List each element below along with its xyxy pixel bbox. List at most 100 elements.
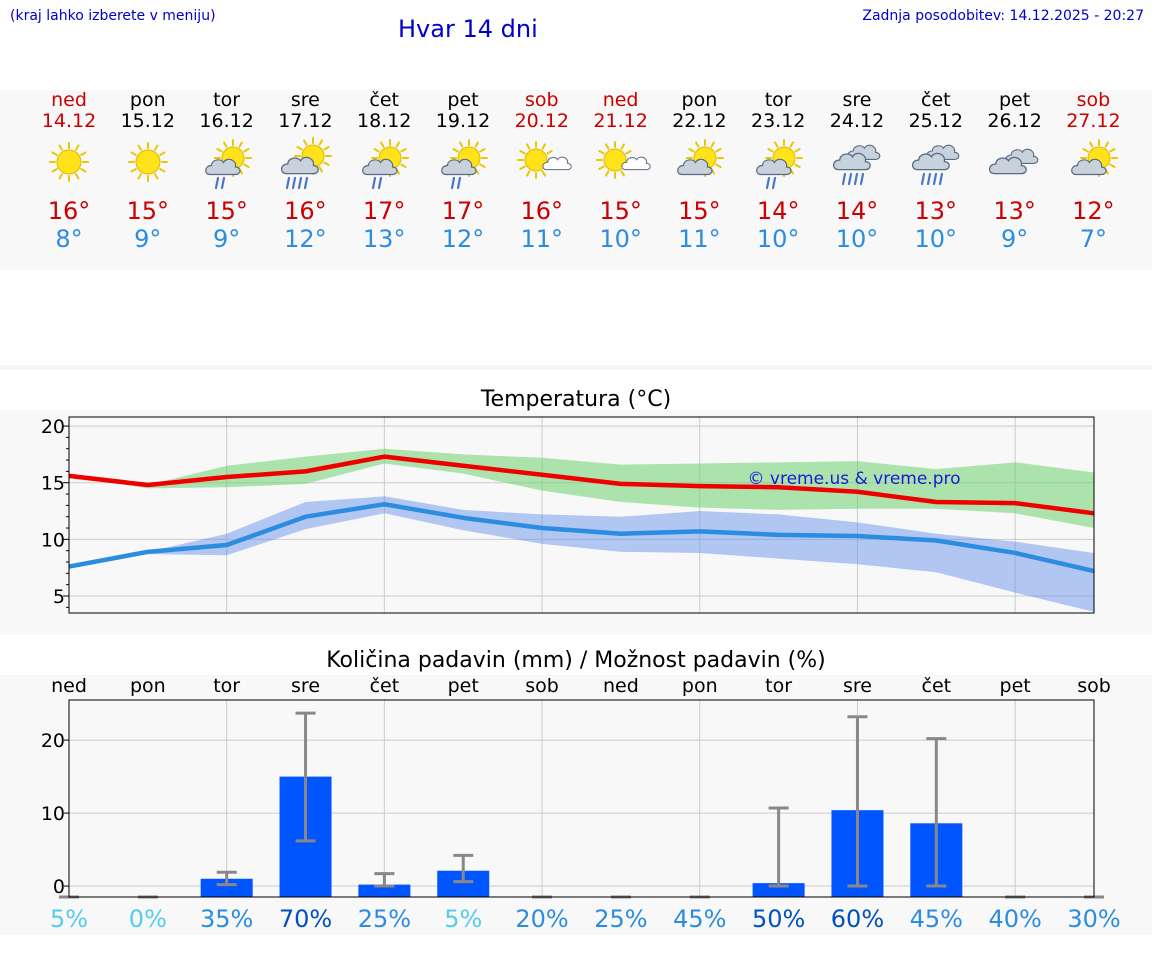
day-name: tor [213, 89, 241, 111]
rain-drop [847, 172, 853, 186]
sun-ray [710, 141, 716, 148]
sun-ray [395, 141, 401, 148]
rain-drop [932, 172, 937, 186]
cloud-shape [1071, 158, 1107, 176]
rain-drops [841, 172, 865, 186]
forecast-day: sre 24.12 14° 10° [817, 90, 897, 253]
y-tick-label: 20 [41, 416, 65, 438]
sun-icon [29, 134, 109, 194]
category-label: tor [213, 675, 240, 697]
chance-label: 50% [752, 905, 805, 933]
sun-ray [1109, 163, 1116, 168]
sun-ray [303, 139, 308, 146]
cloud-shape [204, 158, 241, 176]
cloud-body [911, 152, 950, 171]
cloud-shape [677, 158, 713, 176]
weather-icon-graphic [127, 142, 168, 182]
weather-icon-graphic [516, 141, 572, 179]
max-temp: 12° [1072, 197, 1115, 225]
cloud-body [621, 156, 651, 171]
sun-cloud-rain-icon [187, 134, 267, 194]
y-tick-label: 15 [41, 473, 65, 495]
min-temp: 13° [362, 225, 406, 253]
sun-icon [49, 142, 89, 182]
weather-icon-graphic [677, 139, 725, 177]
sun-ray [1109, 148, 1116, 153]
day-name: ned [602, 89, 639, 111]
cloud-shape [832, 152, 871, 171]
weather-icon-graphic [204, 139, 252, 190]
sun-disc [56, 149, 82, 175]
cloud-body [362, 158, 398, 176]
max-temp: 16° [284, 197, 327, 225]
sun-ray [296, 146, 304, 151]
precip-bar [200, 878, 253, 897]
sun-ray [158, 151, 166, 156]
rain-drop [286, 176, 291, 190]
cloudy-icon [975, 134, 1055, 194]
divider [0, 365, 1152, 370]
sun-cloud-icon [1071, 139, 1119, 177]
day-name: tor [764, 89, 792, 111]
weather-icon-graphic [441, 139, 488, 190]
sun-ray [767, 148, 774, 153]
error-bar [295, 711, 316, 843]
precip-bar [358, 884, 411, 897]
day-date: 17.12 [278, 110, 333, 132]
rain-drop [938, 172, 943, 186]
sun-ray [620, 170, 625, 177]
max-temp: 15° [205, 197, 248, 225]
category-label: pon [682, 675, 718, 697]
min-temp: 11° [678, 225, 721, 253]
sun-ray [525, 143, 531, 150]
sun-cloud-icon [659, 134, 739, 194]
sun-icon [127, 142, 168, 182]
weather-icon-graphic [362, 139, 410, 190]
sun-small-cloud-icon [502, 134, 582, 194]
min-temp: 12° [441, 225, 485, 253]
min-temp: 10° [914, 225, 958, 253]
cloud-heavy-rain-icon [832, 144, 881, 186]
rain-drop [450, 176, 456, 190]
chance-label: 25% [358, 905, 411, 933]
sun-cloud-icon [1053, 134, 1133, 194]
weather-icon-graphic [756, 139, 804, 190]
sun-shape [49, 142, 89, 182]
forecast-day: ned 14.12 16° 8° [29, 90, 109, 253]
sun-ray [695, 141, 700, 148]
sun-ray [624, 150, 632, 155]
forecast-day: pet 19.12 17° 12° [423, 90, 503, 253]
cloud-shape [621, 156, 651, 171]
category-label: ned [603, 675, 639, 697]
rain-drops [372, 176, 383, 190]
rain-drop [292, 176, 297, 190]
category-label: tor [765, 675, 792, 697]
cloud-body [832, 152, 871, 171]
sun-ray [794, 163, 801, 168]
sun-ray [80, 168, 87, 173]
min-temp: 10° [835, 225, 879, 253]
day-date: 24.12 [829, 110, 885, 132]
weather-icon-graphic [595, 141, 651, 179]
sun-ray [525, 170, 531, 177]
sun-ray [715, 148, 722, 153]
rain-drop [456, 176, 462, 190]
sun-ray [620, 143, 625, 150]
sun-ray [598, 165, 605, 170]
max-temp: 14° [835, 197, 879, 225]
sun-ray [715, 163, 722, 168]
plot-frame [68, 699, 1095, 898]
sun-ray [604, 143, 610, 150]
sun-ray [598, 150, 605, 155]
max-temp: 15° [678, 197, 721, 225]
sun-small-cloud-icon [595, 141, 651, 179]
day-date: 22.12 [672, 110, 727, 132]
chance-label: 45% [910, 905, 963, 933]
sun-ray [519, 165, 526, 170]
rain-drops [920, 172, 943, 186]
rain-drop [766, 176, 771, 190]
sun-ray [400, 148, 407, 153]
weather-icon-graphic [49, 142, 89, 182]
sun-ray [51, 168, 58, 173]
max-temp: 16° [47, 197, 91, 225]
